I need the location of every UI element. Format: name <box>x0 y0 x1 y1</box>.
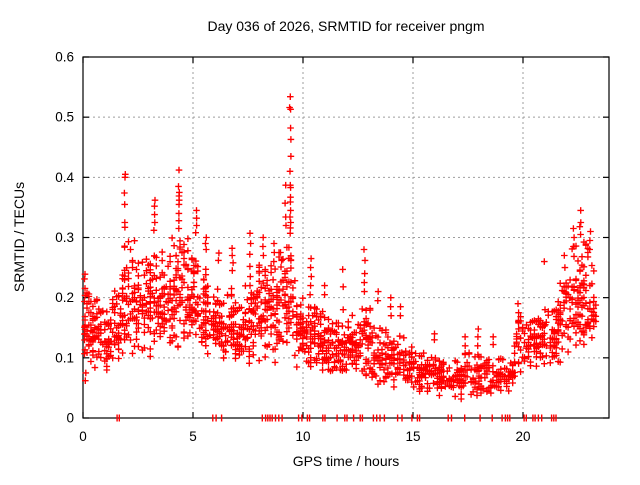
tick-label: 0.3 <box>55 230 74 245</box>
y-axis-label: SRMTID / TECUs <box>11 182 27 292</box>
scatter-points <box>81 93 600 403</box>
tick-label: 0.2 <box>55 290 74 305</box>
tick-label: 0.4 <box>55 170 74 185</box>
tick-label: 15 <box>405 429 420 444</box>
chart-title: Day 036 of 2026, SRMTID for receiver png… <box>207 18 484 34</box>
plot-border <box>82 56 610 419</box>
zero-value-markers <box>116 414 557 422</box>
tick-label: 0 <box>79 429 87 444</box>
tick-label: 0.6 <box>55 49 74 64</box>
tick-label: 0.1 <box>55 350 74 365</box>
tick-label: 0.5 <box>55 110 74 125</box>
x-tick-labels: 0 5 10 15 20 <box>79 429 530 444</box>
tick-label: 0 <box>66 411 74 426</box>
x-axis-label: GPS time / hours <box>293 453 400 469</box>
tick-label: 5 <box>189 429 197 444</box>
tick-label: 10 <box>295 429 310 444</box>
tick-label: 20 <box>515 429 530 444</box>
y-tick-labels: 0 0.1 0.2 0.3 0.4 0.5 0.6 <box>55 49 74 425</box>
